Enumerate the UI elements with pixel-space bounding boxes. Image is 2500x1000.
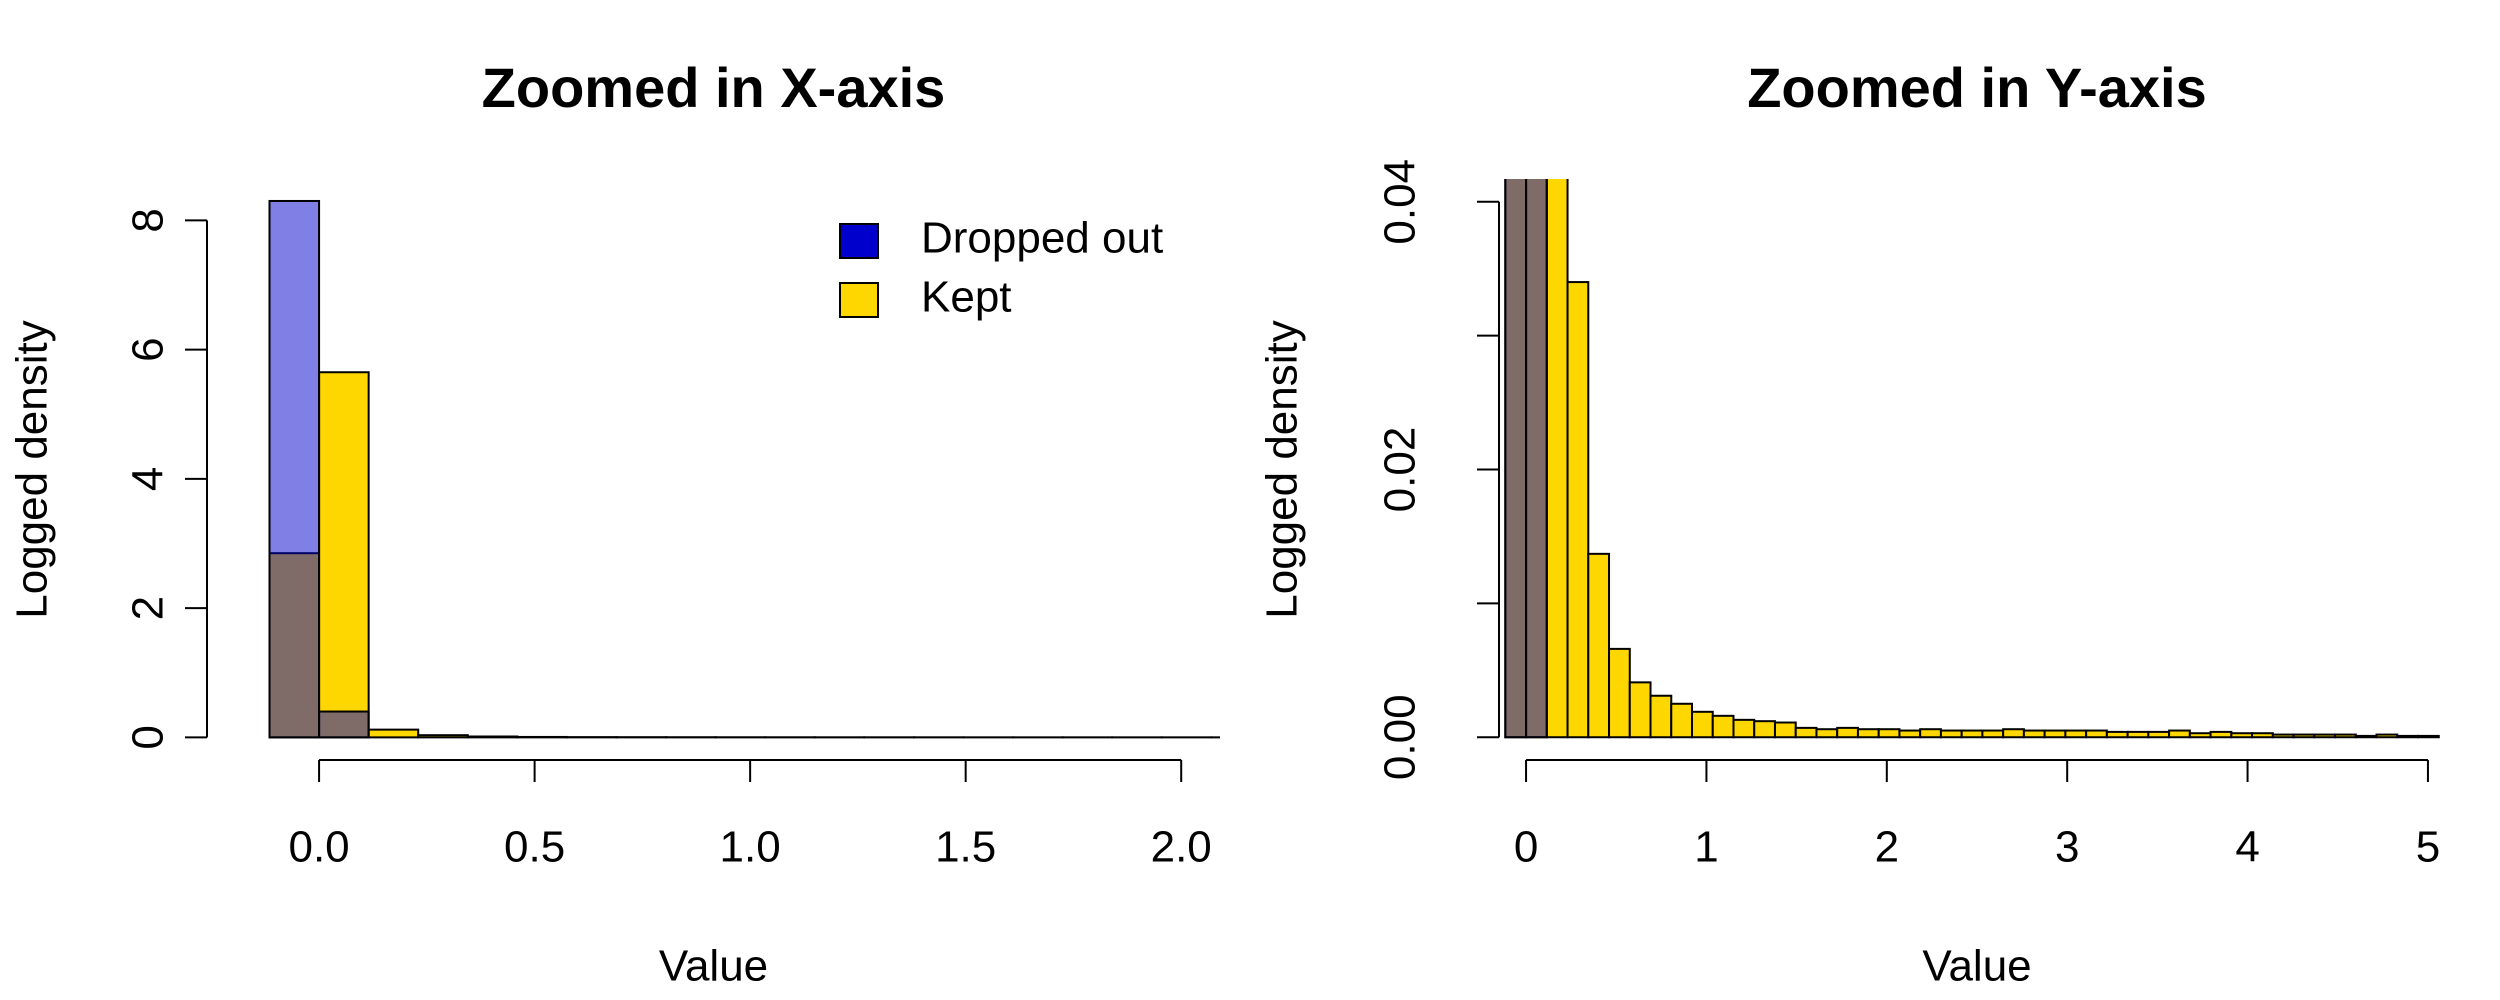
bar: [318, 371, 370, 739]
bar: [1794, 726, 1818, 739]
y-tick-label: 0.00: [1376, 694, 1425, 780]
bar: [1877, 728, 1901, 739]
legend: Dropped out Kept: [839, 214, 1163, 322]
y-tick-label: 0.02: [1376, 427, 1425, 513]
bar: [268, 199, 321, 739]
bar: [1939, 729, 1963, 739]
legend-label: Kept: [921, 273, 1012, 322]
bar: [2209, 730, 2233, 739]
legend-swatch: [839, 223, 879, 259]
bar: [1960, 729, 1984, 739]
bar: [2292, 733, 2316, 739]
bar: [1545, 179, 1569, 739]
bar: [2354, 734, 2378, 739]
bar: [2334, 733, 2357, 739]
bar: [2002, 728, 2025, 739]
bar: [1711, 714, 1735, 739]
bar: [1628, 681, 1652, 739]
x-tick-label: 4: [2235, 823, 2259, 872]
bar: [1587, 552, 1611, 739]
bar: [1919, 728, 1942, 739]
bar: [2396, 734, 2420, 739]
x-tick-label: 5: [2416, 823, 2440, 872]
bar: [2251, 732, 2274, 739]
x-tick-label: 0.0: [288, 823, 349, 872]
bar: [1732, 718, 1756, 739]
bar: [1773, 721, 1797, 739]
y-tick-label: 4: [124, 467, 173, 491]
y-tick-label: 8: [124, 208, 173, 232]
bar: [2064, 729, 2088, 739]
bar: [2022, 729, 2046, 739]
bar: [1815, 728, 1839, 739]
bar: [466, 735, 519, 739]
bar: [1836, 726, 1859, 739]
bars: [268, 199, 1220, 739]
bar: [2147, 730, 2171, 739]
x-tick-label: 0.5: [504, 823, 565, 872]
x-tick-label: 3: [2055, 823, 2079, 872]
bar: [2085, 729, 2108, 739]
panel: Zoomed in Y-axis Value Logged density 0 1 2 3 4…: [1258, 56, 2441, 991]
bar: [2313, 733, 2337, 739]
legend-swatch: [839, 282, 879, 318]
bar: [318, 710, 370, 739]
chart-title: Zoomed in Y-axis: [1747, 56, 2207, 119]
bar: [1981, 729, 2005, 739]
bar: [1898, 729, 1922, 739]
panel: Zoomed in X-axis Value Logged density 0.0 0.…: [8, 56, 1220, 991]
bar: [367, 728, 420, 739]
x-tick-label: 1.0: [720, 823, 781, 872]
bar: [1525, 179, 1548, 739]
bar: [2168, 729, 2191, 739]
bar: [2188, 732, 2212, 739]
y-tick-label: 6: [124, 337, 173, 361]
bar: [417, 734, 469, 739]
y-tick-label: 2: [124, 596, 173, 620]
bars: [1504, 179, 2440, 739]
bar: [2375, 733, 2399, 739]
bar: [1670, 702, 1694, 739]
x-axis-label: Value: [1922, 942, 2031, 991]
legend-label: Dropped out: [921, 214, 1163, 263]
bar: [2417, 734, 2440, 739]
x-tick-label: 2: [1875, 823, 1899, 872]
bar: [1753, 720, 1776, 739]
bar: [2230, 732, 2254, 739]
bar: [1649, 694, 1673, 739]
bar: [1504, 179, 1528, 739]
bar: [2043, 729, 2067, 739]
y-tick-label: 0.04: [1376, 159, 1425, 245]
bar: [2126, 730, 2150, 739]
y-axis-label: Logged density: [1258, 320, 1307, 618]
bar: [2105, 730, 2129, 739]
x-tick-label: 0: [1514, 823, 1538, 872]
bar: [1856, 728, 1880, 739]
chart-title: Zoomed in X-axis: [482, 56, 946, 119]
bar: [2271, 733, 2295, 739]
bar: [1566, 281, 1590, 739]
y-tick-label: 0: [124, 725, 173, 749]
y-axis-label: Logged density: [8, 320, 57, 618]
x-tick-label: 1: [1694, 823, 1718, 872]
x-tick-label: 1.5: [935, 823, 996, 872]
bar: [1691, 710, 1714, 739]
x-axis-label: Value: [659, 942, 768, 991]
bar: [1608, 647, 1631, 739]
x-tick-label: 2.0: [1151, 823, 1212, 872]
